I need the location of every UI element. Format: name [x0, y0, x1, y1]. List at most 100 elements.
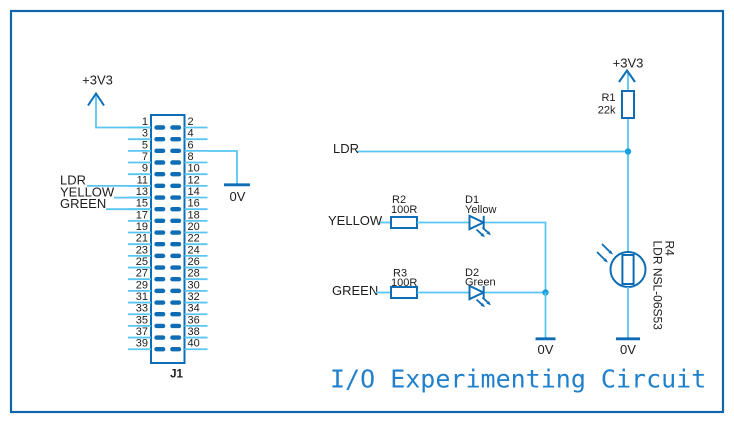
pin-number-right: 2 [188, 116, 194, 128]
ldr-r4: LDR NSL-06S53 R4 0V [596, 241, 677, 357]
pin-pad [154, 125, 166, 130]
ground-left: 0V [207, 150, 250, 204]
pin-pad [154, 218, 166, 224]
ldr-value: LDR NSL-06S53 [651, 241, 665, 331]
pin-pad [170, 312, 182, 317]
resistor-value: 100R [391, 204, 417, 216]
net-label-ldr: LDR [333, 141, 359, 156]
branch-yellow: YELLOW R2 100R D1 Yellow [328, 194, 547, 293]
pin-pad [154, 288, 166, 294]
pin-number-left: 21 [136, 233, 148, 245]
pin-number-right: 12 [188, 174, 200, 186]
pin-number-right: 32 [188, 291, 200, 303]
branch-green: GREEN R3 100R D2 Green [332, 267, 549, 308]
pin-pad [170, 136, 182, 142]
pin-number-right: 38 [188, 326, 200, 338]
arrow-head [603, 258, 608, 263]
pin-number-left: 23 [136, 244, 148, 256]
pin-number-right: 22 [188, 233, 200, 245]
led-triangle-icon [468, 214, 486, 231]
pin-number-left: 15 [136, 198, 148, 210]
pin-pad [170, 242, 182, 247]
pin-number-right: 4 [188, 128, 194, 140]
arrow-head [486, 301, 491, 306]
net-label-green: GREEN [60, 196, 106, 211]
pin-number-right: 34 [188, 303, 200, 315]
pin-number-left: 29 [136, 279, 148, 291]
pin-number-left: 39 [136, 338, 148, 350]
supply-label: +3V3 [613, 56, 644, 71]
pin-number-left: 11 [137, 174, 148, 186]
pin-number-left: 9 [142, 163, 148, 175]
led-d2 [468, 284, 491, 308]
pin-pad [170, 125, 182, 130]
pin-pad [170, 171, 182, 177]
ground-label: 0V [538, 342, 554, 357]
pin-number-right: 16 [188, 198, 200, 210]
net-label-yellow: YELLOW [60, 184, 115, 199]
light-arrow-icon [596, 251, 606, 261]
pin-pad [170, 160, 182, 165]
supply-arrow-icon [87, 91, 105, 107]
pin-number-left: 5 [142, 139, 148, 151]
pin-number-left: 3 [142, 128, 148, 140]
pin-pad [170, 183, 182, 189]
arrow-head [480, 303, 485, 308]
pin-number-left: 1 [142, 116, 148, 128]
net-label-yellow: YELLOW [328, 213, 383, 228]
pin-number-left: 33 [136, 303, 148, 315]
pin-pad [154, 347, 166, 352]
power-3v3-left: +3V3 [82, 73, 151, 129]
ldr-ref: R4 [663, 241, 677, 257]
pin-number-left: 13 [136, 186, 148, 198]
net-label-green: GREEN [332, 283, 378, 298]
pin-pad [170, 347, 182, 352]
led-value: Green [465, 277, 496, 289]
pin-number-right: 26 [188, 256, 200, 268]
pin-pad [154, 148, 166, 154]
pin-number-right: 14 [188, 186, 200, 198]
pin-pad [154, 300, 166, 305]
pin-pad [154, 206, 166, 212]
ground-wire [207, 150, 238, 184]
arrow-head [486, 231, 491, 236]
supply-label: +3V3 [82, 73, 113, 88]
resistor-ref: R2 [392, 194, 406, 206]
schematic-title: I/O Experimenting Circuit [330, 365, 706, 394]
pin-pad [154, 323, 166, 329]
pin-number-left: 37 [136, 326, 148, 338]
pin-pad [154, 265, 166, 270]
pin-pad [170, 195, 182, 200]
resistor-ref: R1 [601, 92, 615, 104]
pin-pad [154, 160, 166, 165]
net-label-ldr: LDR [60, 173, 86, 188]
resistor-body [390, 216, 418, 229]
led-emission-arrow-icon [475, 298, 483, 305]
led-emission-arrow-icon [475, 228, 483, 235]
pin-number-left: 31 [136, 291, 148, 303]
led-value: Yellow [465, 204, 496, 216]
pin-number-left: 7 [142, 151, 148, 163]
pin-pad [170, 265, 182, 270]
pin-number-right: 28 [188, 268, 200, 280]
supply-arrow-icon [618, 68, 636, 83]
pin-number-left: 27 [136, 268, 148, 280]
led-emission-arrow-icon [481, 226, 489, 233]
pin-number-left: 17 [136, 209, 148, 221]
pin-number-right: 24 [188, 244, 200, 256]
pin-pad [154, 136, 166, 142]
pin-pad [154, 253, 166, 259]
schematic-frame [9, 9, 725, 414]
pin-pad [154, 312, 166, 317]
pin-pad [154, 277, 166, 282]
led-d1 [468, 214, 491, 238]
pin-number-right: 20 [188, 221, 200, 233]
pin-pad [154, 195, 166, 200]
pin-pad [154, 335, 166, 340]
ground-middle: 0V [535, 292, 556, 357]
led-triangle-icon [468, 284, 486, 301]
